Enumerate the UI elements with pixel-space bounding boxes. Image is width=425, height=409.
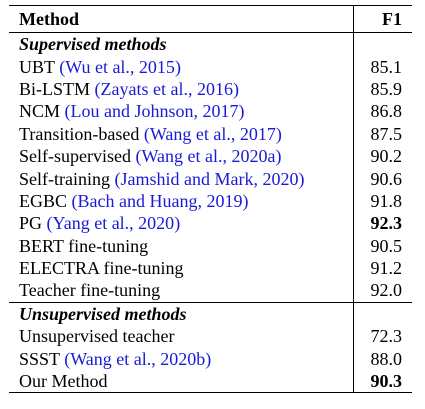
table-row: PG (Yang et al., 2020) 92.3 (9, 212, 412, 235)
method-cell: Self-supervised (Wang et al., 2020a) (19, 146, 282, 167)
table-row: NCM (Lou and Johnson, 2017) 86.8 (9, 100, 412, 123)
section-empty-cell (353, 32, 412, 56)
f1-score-cell: 90.3 (353, 369, 412, 394)
f1-score-cell: 90.2 (353, 144, 412, 168)
section-title: Supervised methods (19, 34, 167, 55)
citation-link[interactable]: Lou and Johnson, 2017 (70, 101, 239, 122)
method-name: PG (19, 213, 43, 234)
table-row: EGBC (Bach and Huang, 2019) 91.8 (9, 189, 412, 213)
section-empty-cell (353, 301, 412, 326)
section-header-row: Unsupervised methods (9, 301, 412, 326)
results-table: Method F1 Supervised methods UBT (Wu et a… (9, 5, 412, 394)
section-title: Unsupervised methods (9, 301, 354, 326)
table-row: Unsupervised teacher 72.3 (9, 325, 412, 348)
table-row: Bi-LSTM (Zayats et al., 2016) 85.9 (9, 77, 412, 101)
method-cell: ELECTRA fine-tuning (9, 257, 354, 279)
method-name: BERT fine-tuning (19, 235, 149, 256)
table-row: UBT (Wu et al., 2015) 85.1 (9, 55, 412, 78)
method-cell: Bi-LSTM (Zayats et al., 2016) (19, 78, 239, 99)
citation-link[interactable]: Zayats et al., 2016 (100, 78, 233, 99)
method-cell: EGBC (Bach and Huang, 2019) (19, 190, 249, 211)
f1-column-header: F1 (353, 5, 412, 33)
table-row: BERT fine-tuning 90.5 (9, 234, 412, 257)
citation-link[interactable]: Jamshid and Mark, 2020 (120, 168, 299, 189)
table-row: Self-training (Jamshid and Mark, 2020) 90… (9, 167, 412, 190)
method-name: Teacher fine-tuning (19, 280, 161, 301)
method-name: ELECTRA fine-tuning (19, 258, 184, 279)
method-name: Unsupervised teacher (19, 326, 175, 347)
method-cell: Self-training (Jamshid and Mark, 2020) (19, 168, 305, 189)
f1-score-cell: 91.2 (353, 256, 412, 280)
method-name: Bi-LSTM (19, 78, 91, 99)
f1-score-cell: 72.3 (353, 325, 412, 348)
method-cell: NCM (Lou and Johnson, 2017) (19, 101, 245, 122)
method-name: NCM (19, 101, 61, 122)
f1-score-cell: 88.0 (353, 347, 412, 370)
f1-score-cell: 85.9 (353, 77, 412, 101)
f1-score-cell: 85.1 (353, 55, 412, 78)
f1-score-cell: 90.5 (353, 234, 412, 257)
method-name: UBT (19, 56, 55, 77)
method-name: EGBC (19, 190, 68, 211)
results-table-container: Method F1 Supervised methods UBT (Wu et a… (9, 5, 412, 394)
citation-link[interactable]: Bach and Huang, 2019 (77, 190, 243, 211)
method-name: Self-supervised (19, 146, 131, 167)
header-row: Method F1 (9, 5, 412, 33)
method-cell: PG (Yang et al., 2020) (19, 213, 181, 234)
method-name: Transition-based (19, 123, 140, 144)
f1-score-cell: 86.8 (353, 100, 412, 123)
f1-score-cell: 92.3 (353, 212, 412, 235)
citation-link[interactable]: Yang et al., 2020 (52, 213, 175, 234)
table-body: Supervised methods UBT (Wu et al., 2015) 8… (9, 32, 412, 394)
table-row: Self-supervised (Wang et al., 2020a) 90.2 (9, 144, 412, 168)
method-cell: Our Method (9, 369, 354, 394)
method-cell: SSST (Wang et al., 2020b) (19, 348, 212, 369)
method-cell: Transition-based (Wang et al., 2017) (19, 123, 282, 144)
method-cell: Teacher fine-tuning (9, 279, 354, 302)
f1-score-cell: 92.0 (353, 279, 412, 303)
method-name: Self-training (19, 168, 110, 189)
method-column-header: Method (9, 5, 354, 33)
f1-score-cell: 90.6 (353, 167, 412, 190)
section-header-row: Supervised methods (9, 32, 412, 56)
method-cell: Unsupervised teacher (9, 325, 354, 347)
table-row: SSST (Wang et al., 2020b) 88.0 (9, 347, 412, 370)
table-row: ELECTRA fine-tuning 91.2 (9, 256, 412, 280)
table-row: Our Method 90.3 (9, 369, 412, 394)
method-cell: UBT (Wu et al., 2015) (19, 56, 181, 77)
citation-link[interactable]: Wang et al., 2020a (141, 146, 276, 167)
f1-score-cell: 91.8 (353, 189, 412, 213)
table-row: Transition-based (Wang et al., 2017) 87.5 (9, 122, 412, 145)
citation-link[interactable]: Wang et al., 2017 (149, 123, 276, 144)
table-row: Teacher fine-tuning 92.0 (9, 279, 412, 303)
citation-link[interactable]: Wu et al., 2015 (65, 56, 175, 77)
method-name: Our Method (19, 371, 108, 392)
method-name: SSST (19, 348, 60, 369)
citation-link[interactable]: Wang et al., 2020b (70, 348, 206, 369)
f1-score-cell: 87.5 (353, 122, 412, 145)
method-cell: BERT fine-tuning (9, 235, 354, 257)
